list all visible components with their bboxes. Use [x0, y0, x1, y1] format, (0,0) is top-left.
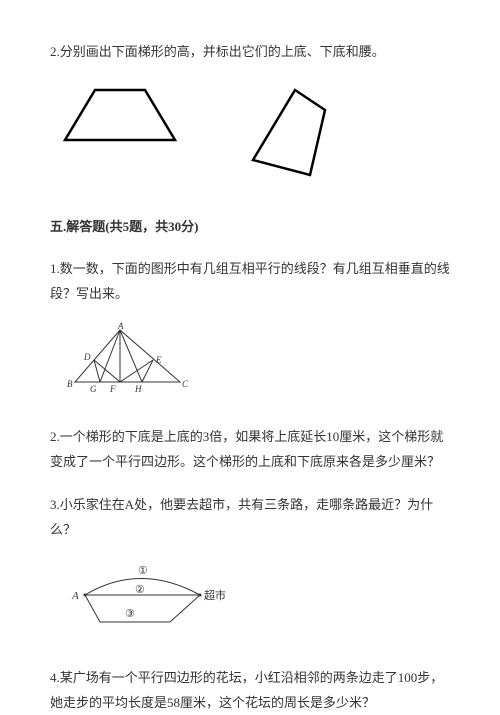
section-5-title: 五.解答题(共5题，共30分)	[50, 219, 198, 234]
point-market	[199, 594, 202, 597]
label-route3: ③	[125, 608, 135, 620]
trapezoid-2	[245, 85, 340, 185]
label-B: B	[67, 379, 73, 389]
trap1-shape	[65, 90, 175, 140]
label-F: F	[109, 384, 116, 394]
q2-text: 2.分别画出下面梯形的高，并标出它们的上底、下底和腰。	[50, 40, 450, 65]
triangle-labels: A B C D E F G H	[67, 322, 189, 394]
s5q4-text: 4.某广场有一个平行四边形的花坛，小红沿相邻的两条边走了100步，她走步的平均长…	[50, 666, 450, 715]
s5q2-text: 2.一个梯形的下底是上底的3倍，如果将上底延长10厘米，这个梯形就变成了一个平行…	[50, 425, 450, 474]
label-A: A	[71, 590, 79, 602]
s5-question-2: 2.一个梯形的下底是上底的3倍，如果将上底延长10厘米，这个梯形就变成了一个平行…	[50, 425, 450, 474]
label-G: G	[90, 384, 97, 394]
s5q1-text: 1.数一数，下面的图形中有几组互相平行的线段？有几组互相垂直的线段？写出来。	[50, 257, 450, 306]
label-E: E	[155, 355, 162, 365]
s5-question-3: 3.小乐家住在A处，他要去超市，共有三条路，走哪条路最近？为什么？ A 超市 ①…	[50, 493, 450, 646]
s5q3-text: 3.小乐家住在A处，他要去超市，共有三条路，走哪条路最近？为什么？	[50, 493, 450, 542]
triangle-lines	[75, 330, 180, 382]
triangle-figure: A B C D E F G H	[60, 322, 200, 397]
label-market: 超市	[204, 588, 226, 602]
s5-question-1: 1.数一数，下面的图形中有几组互相平行的线段？有几组互相垂直的线段？写出来。 A…	[50, 257, 450, 405]
s5q3-figure-wrap: A 超市 ① ② ③	[60, 557, 450, 646]
label-route1: ①	[138, 565, 148, 577]
s5q1-figure-wrap: A B C D E F G H	[60, 322, 450, 406]
label-route2: ②	[135, 584, 145, 596]
label-D: D	[83, 352, 91, 362]
trapezoid-1	[60, 85, 185, 150]
trap2-shape	[253, 90, 325, 175]
label-H: H	[134, 384, 142, 394]
label-A: A	[117, 322, 124, 331]
label-C: C	[182, 379, 189, 389]
section-5-header: 五.解答题(共5题，共30分)	[50, 215, 450, 240]
s5-question-4: 4.某广场有一个平行四边形的花坛，小红沿相邻的两条边走了100步，她走步的平均长…	[50, 666, 450, 715]
point-A	[84, 594, 87, 597]
route-figure: A 超市 ① ② ③	[60, 557, 240, 637]
question-2: 2.分别画出下面梯形的高，并标出它们的上底、下底和腰。	[50, 40, 450, 185]
q2-figures	[60, 85, 450, 185]
